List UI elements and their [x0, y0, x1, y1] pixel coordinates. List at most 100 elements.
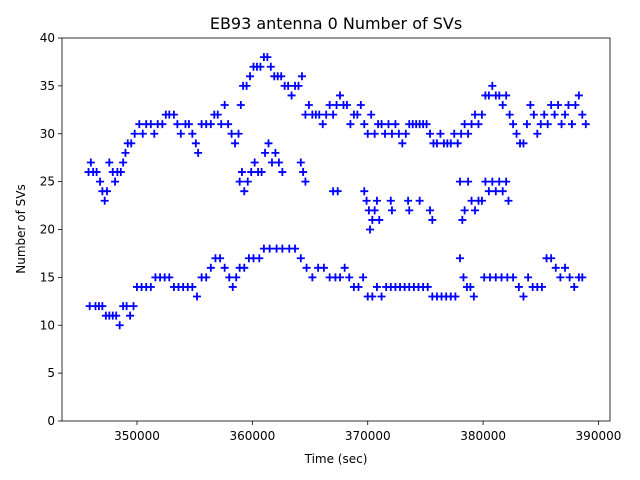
data-point: [111, 177, 120, 186]
data-point: [370, 206, 379, 215]
data-point: [225, 273, 234, 282]
data-point: [319, 263, 328, 272]
x-tick-label: 390000: [576, 429, 622, 443]
data-point: [367, 110, 376, 119]
data-point: [96, 177, 105, 186]
data-point: [502, 91, 511, 100]
data-point: [146, 282, 155, 291]
data-point: [469, 292, 478, 301]
data-point: [495, 91, 504, 100]
data-point: [264, 139, 273, 148]
data-point: [537, 282, 546, 291]
data-point: [498, 187, 507, 196]
data-point: [333, 187, 342, 196]
data-point: [457, 129, 466, 138]
data-point: [250, 158, 259, 167]
data-point: [271, 148, 280, 157]
data-point: [243, 177, 252, 186]
data-point: [284, 81, 293, 90]
y-tick-label: 30: [40, 127, 55, 141]
data-point: [574, 91, 583, 100]
data-point: [564, 101, 573, 110]
data-point: [551, 263, 560, 272]
data-point: [536, 120, 545, 129]
data-point: [519, 292, 528, 301]
data-point: [561, 263, 570, 272]
data-point: [240, 263, 249, 272]
data-point: [491, 187, 500, 196]
data-point: [366, 225, 375, 234]
data-point: [561, 110, 570, 119]
data-point: [422, 120, 431, 129]
data-point: [235, 177, 244, 186]
data-point: [471, 206, 480, 215]
data-point: [304, 101, 313, 110]
data-point: [165, 273, 174, 282]
data-point: [296, 158, 305, 167]
data-point: [456, 177, 465, 186]
data-point: [359, 273, 368, 282]
data-point: [86, 158, 95, 167]
data-point: [266, 62, 275, 71]
data-point: [115, 321, 124, 330]
data-point: [547, 254, 556, 263]
data-point: [119, 158, 128, 167]
data-point: [102, 187, 111, 196]
data-point: [370, 129, 379, 138]
data-point: [464, 129, 473, 138]
data-point: [498, 101, 507, 110]
data-point: [458, 215, 467, 224]
data-point: [578, 110, 587, 119]
data-point: [464, 177, 473, 186]
data-point: [130, 129, 139, 138]
data-point: [188, 282, 197, 291]
data-point: [176, 129, 185, 138]
data-point: [98, 302, 107, 311]
data-point: [325, 101, 334, 110]
data-point: [363, 129, 372, 138]
data-point: [329, 110, 338, 119]
data-point: [387, 206, 396, 215]
x-axis-ticks: 350000 360000 370000 380000 390000: [114, 421, 621, 443]
data-point: [432, 139, 441, 148]
data-point: [381, 129, 390, 138]
data-point: [509, 273, 518, 282]
data-point: [291, 244, 300, 253]
data-point: [488, 81, 497, 90]
data-point: [227, 129, 236, 138]
data-point: [529, 110, 538, 119]
data-point: [467, 120, 476, 129]
data-point: [391, 120, 400, 129]
data-point: [220, 101, 229, 110]
data-point: [565, 273, 574, 282]
data-point: [372, 282, 381, 291]
y-tick-label: 10: [40, 318, 55, 332]
data-point: [345, 273, 354, 282]
data-point: [474, 120, 483, 129]
data-point: [471, 110, 480, 119]
data-point: [173, 120, 182, 129]
data-point: [502, 177, 511, 186]
data-point: [451, 292, 460, 301]
data-point: [105, 158, 114, 167]
data-point: [533, 129, 542, 138]
data-point: [192, 292, 201, 301]
data-point: [127, 139, 136, 148]
data-point: [158, 120, 167, 129]
data-point: [278, 168, 287, 177]
data-point: [556, 273, 565, 282]
data-point: [116, 168, 125, 177]
data-point: [242, 81, 251, 90]
data-point: [570, 282, 579, 291]
data-point: [384, 120, 393, 129]
data-point: [206, 263, 215, 272]
data-point: [522, 120, 531, 129]
data-point: [191, 139, 200, 148]
data-point: [92, 168, 101, 177]
data-point: [401, 129, 410, 138]
data-point: [184, 120, 193, 129]
data-point: [386, 196, 395, 205]
data-point: [232, 273, 241, 282]
data-point: [481, 177, 490, 186]
